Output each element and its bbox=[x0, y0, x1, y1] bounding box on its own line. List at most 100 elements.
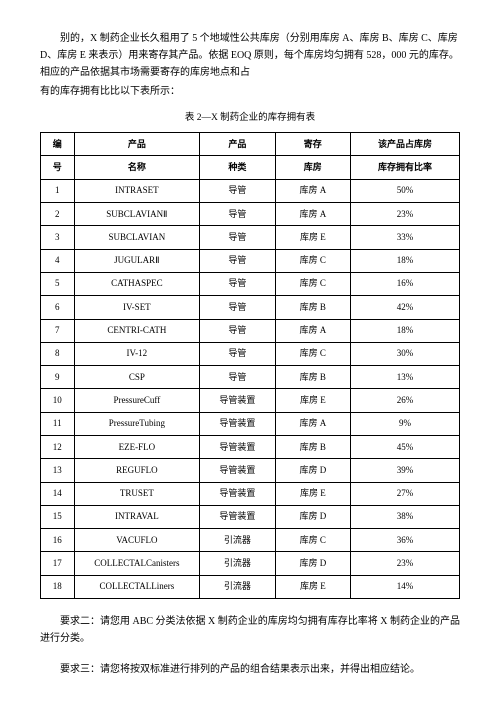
cell-ratio: 45% bbox=[351, 436, 460, 459]
cell-type: 引流器 bbox=[200, 529, 275, 552]
cell-product: PressureTubing bbox=[74, 412, 200, 435]
cell-ratio: 30% bbox=[351, 342, 460, 365]
cell-product: TRUSET bbox=[74, 482, 200, 505]
cell-ratio: 14% bbox=[351, 575, 460, 598]
cell-ratio: 27% bbox=[351, 482, 460, 505]
header-row-2: 号 名称 种类 库房 库存拥有比率 bbox=[41, 156, 460, 179]
cell-warehouse: 库房 E bbox=[275, 482, 350, 505]
cell-ratio: 33% bbox=[351, 226, 460, 249]
cell-ratio: 50% bbox=[351, 179, 460, 202]
requirement-3: 要求三：请您将按双标准进行排列的产品的组合结果表示出来，并得出相应结论。 bbox=[40, 661, 460, 678]
cell-num: 6 bbox=[41, 296, 75, 319]
cell-product: VACUFLO bbox=[74, 529, 200, 552]
requirement-2: 要求二：请您用 ABC 分类法依据 X 制药企业的库房均匀拥有库存比率将 X 制… bbox=[40, 613, 460, 647]
cell-product: CATHASPEC bbox=[74, 272, 200, 295]
cell-type: 导管 bbox=[200, 342, 275, 365]
cell-ratio: 42% bbox=[351, 296, 460, 319]
cell-ratio: 18% bbox=[351, 249, 460, 272]
cell-type: 导管 bbox=[200, 203, 275, 226]
cell-product: PressureCuff bbox=[74, 389, 200, 412]
cell-num: 12 bbox=[41, 436, 75, 459]
table-row: 13REGUFLO导管装置库房 D39% bbox=[41, 459, 460, 482]
header-warehouse-top: 寄存 bbox=[275, 133, 350, 156]
table-row: 9CSP导管库房 B13% bbox=[41, 366, 460, 389]
cell-product: REGUFLO bbox=[74, 459, 200, 482]
cell-product: SUBCLAVIAN bbox=[74, 226, 200, 249]
cell-product: CENTRI-CATH bbox=[74, 319, 200, 342]
cell-type: 引流器 bbox=[200, 575, 275, 598]
cell-warehouse: 库房 D bbox=[275, 505, 350, 528]
cell-product: COLLECTALCanisters bbox=[74, 552, 200, 575]
cell-num: 13 bbox=[41, 459, 75, 482]
cell-warehouse: 库房 C bbox=[275, 272, 350, 295]
cell-warehouse: 库房 E bbox=[275, 389, 350, 412]
cell-warehouse: 库房 B bbox=[275, 366, 350, 389]
cell-warehouse: 库房 B bbox=[275, 296, 350, 319]
cell-product: IV-SET bbox=[74, 296, 200, 319]
table-row: 6IV-SET导管库房 B42% bbox=[41, 296, 460, 319]
cell-type: 导管 bbox=[200, 272, 275, 295]
cell-type: 导管装置 bbox=[200, 412, 275, 435]
requirements-section: 要求二：请您用 ABC 分类法依据 X 制药企业的库房均匀拥有库存比率将 X 制… bbox=[40, 613, 460, 678]
cell-type: 导管 bbox=[200, 296, 275, 319]
cell-product: COLLECTALLiners bbox=[74, 575, 200, 598]
header-type-top: 产品 bbox=[200, 133, 275, 156]
cell-num: 8 bbox=[41, 342, 75, 365]
table-row: 10PressureCuff导管装置库房 E26% bbox=[41, 389, 460, 412]
cell-warehouse: 库房 C bbox=[275, 529, 350, 552]
cell-num: 2 bbox=[41, 203, 75, 226]
table-row: 2SUBCLAVIANⅡ导管库房 A23% bbox=[41, 203, 460, 226]
cell-warehouse: 库房 E bbox=[275, 575, 350, 598]
header-row-1: 编 产品 产品 寄存 该产品占库房 bbox=[41, 133, 460, 156]
cell-num: 10 bbox=[41, 389, 75, 412]
intro-paragraph-2: 有的库存拥有比比以下表所示： bbox=[40, 83, 460, 100]
table-row: 1INTRASET导管库房 A50% bbox=[41, 179, 460, 202]
cell-product: IV-12 bbox=[74, 342, 200, 365]
cell-warehouse: 库房 A bbox=[275, 203, 350, 226]
cell-num: 15 bbox=[41, 505, 75, 528]
table-row: 8IV-12导管库房 C30% bbox=[41, 342, 460, 365]
cell-type: 导管 bbox=[200, 226, 275, 249]
cell-ratio: 13% bbox=[351, 366, 460, 389]
cell-product: EZE-FLO bbox=[74, 436, 200, 459]
table-row: 12EZE-FLO导管装置库房 B45% bbox=[41, 436, 460, 459]
cell-num: 17 bbox=[41, 552, 75, 575]
table-row: 16VACUFLO引流器库房 C36% bbox=[41, 529, 460, 552]
header-num-bottom: 号 bbox=[41, 156, 75, 179]
cell-warehouse: 库房 A bbox=[275, 319, 350, 342]
cell-ratio: 36% bbox=[351, 529, 460, 552]
table-row: 5CATHASPEC导管库房 C16% bbox=[41, 272, 460, 295]
cell-type: 导管装置 bbox=[200, 459, 275, 482]
cell-warehouse: 库房 B bbox=[275, 436, 350, 459]
cell-num: 1 bbox=[41, 179, 75, 202]
intro-paragraph-1: 别的，X 制药企业长久租用了 5 个地域性公共库房（分别用库房 A、库房 B、库… bbox=[40, 30, 460, 81]
table-row: 7CENTRI-CATH导管库房 A18% bbox=[41, 319, 460, 342]
cell-warehouse: 库房 C bbox=[275, 342, 350, 365]
cell-type: 导管装置 bbox=[200, 436, 275, 459]
cell-product: JUGULARⅡ bbox=[74, 249, 200, 272]
header-ratio-top: 该产品占库房 bbox=[351, 133, 460, 156]
table-row: 4JUGULARⅡ导管库房 C18% bbox=[41, 249, 460, 272]
cell-warehouse: 库房 D bbox=[275, 459, 350, 482]
header-warehouse-bottom: 库房 bbox=[275, 156, 350, 179]
table-row: 11PressureTubing导管装置库房 A9% bbox=[41, 412, 460, 435]
cell-num: 5 bbox=[41, 272, 75, 295]
table-row: 18COLLECTALLiners引流器库房 E14% bbox=[41, 575, 460, 598]
intro-section: 别的，X 制药企业长久租用了 5 个地域性公共库房（分别用库房 A、库房 B、库… bbox=[40, 30, 460, 100]
header-product-bottom: 名称 bbox=[74, 156, 200, 179]
cell-type: 引流器 bbox=[200, 552, 275, 575]
cell-num: 3 bbox=[41, 226, 75, 249]
cell-product: SUBCLAVIANⅡ bbox=[74, 203, 200, 226]
header-ratio-bottom: 库存拥有比率 bbox=[351, 156, 460, 179]
cell-type: 导管 bbox=[200, 249, 275, 272]
cell-product: INTRAVAL bbox=[74, 505, 200, 528]
cell-num: 7 bbox=[41, 319, 75, 342]
cell-ratio: 26% bbox=[351, 389, 460, 412]
table-body: 1INTRASET导管库房 A50%2SUBCLAVIANⅡ导管库房 A23%3… bbox=[41, 179, 460, 598]
cell-warehouse: 库房 E bbox=[275, 226, 350, 249]
cell-type: 导管 bbox=[200, 179, 275, 202]
cell-num: 9 bbox=[41, 366, 75, 389]
table-header: 编 产品 产品 寄存 该产品占库房 号 名称 种类 库房 库存拥有比率 bbox=[41, 133, 460, 180]
cell-num: 16 bbox=[41, 529, 75, 552]
table-row: 14TRUSET导管装置库房 E27% bbox=[41, 482, 460, 505]
